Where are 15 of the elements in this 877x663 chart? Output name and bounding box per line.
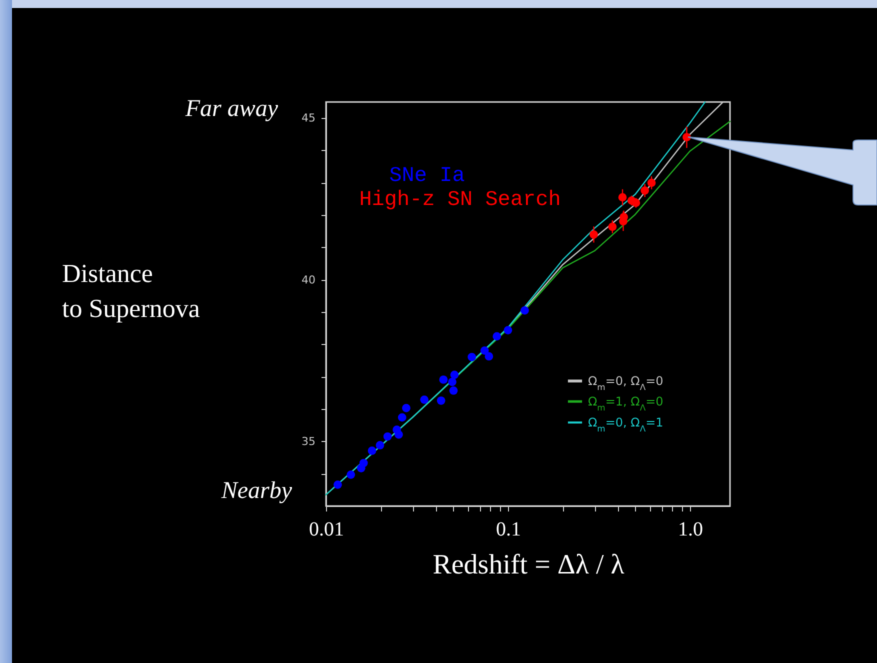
x-tick-label: 0.1: [496, 518, 521, 540]
y-axis-title: Distance to Supernova: [62, 258, 200, 326]
y-tick-label: 45: [302, 112, 316, 125]
legend-label: Ω$_{m}$=1, Ω$_{Λ}$=0: [588, 394, 664, 412]
text: Far away: [185, 96, 278, 123]
y-tick-label: 40: [302, 273, 316, 286]
text: SNe Ia: [389, 165, 465, 188]
legend-label: Ω$_{m}$=0, Ω$_{Λ}$=0: [588, 374, 664, 392]
text: Nearby: [221, 478, 292, 505]
y-tick-label: 35: [302, 434, 316, 448]
x-tick-label: 1.0: [678, 518, 703, 540]
x-tick-label: 0.01: [309, 518, 344, 540]
series-label: High-z SN Search: [359, 189, 561, 212]
legend-label: Ω$_{m}$=0, Ω$_{Λ}$=1: [588, 416, 664, 434]
x-axis-title: Redshift = Δλ / λ: [432, 550, 625, 580]
